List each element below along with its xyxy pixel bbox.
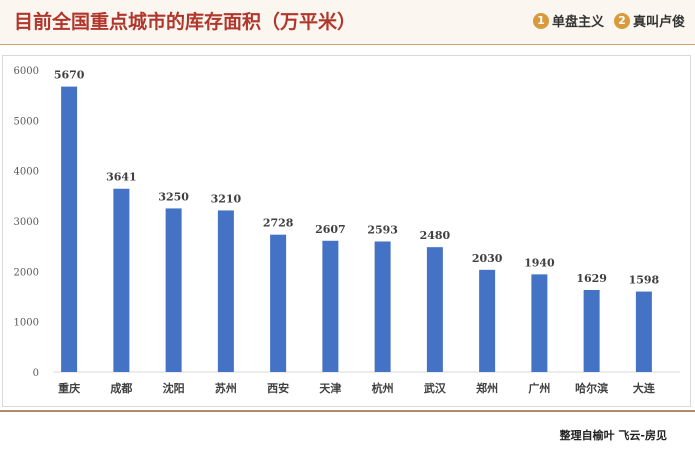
x-tick-label: 广州 — [528, 381, 550, 395]
data-label: 3250 — [158, 190, 189, 203]
bar — [583, 290, 600, 372]
x-tick-label: 杭州 — [372, 381, 394, 395]
x-tick-label: 武汉 — [424, 381, 447, 395]
bar-chart: 0 1000 2000 3000 4000 5000 6000 5670 重庆 3641 成都 325… — [14, 66, 680, 395]
y-tick-label: 0 — [33, 368, 39, 379]
data-label: 2607 — [315, 223, 346, 236]
bar — [531, 274, 548, 372]
x-tick-label: 重庆 — [58, 381, 80, 395]
footer-divider — [0, 410, 695, 412]
bar — [635, 291, 652, 372]
x-tick-label: 郑州 — [476, 381, 498, 395]
bar — [426, 247, 443, 372]
header-divider — [0, 44, 695, 45]
data-label: 2593 — [367, 223, 398, 236]
chart-frame: 0 1000 2000 3000 4000 5000 6000 5670 重庆 3641 成都 325… — [2, 55, 691, 407]
logo-danpan-label: 单盘主义 — [551, 15, 604, 30]
y-tick-label: 6000 — [14, 66, 39, 77]
data-label: 2480 — [420, 229, 451, 242]
data-label: 3210 — [211, 192, 242, 205]
y-tick-label: 5000 — [14, 116, 39, 127]
x-tick-label: 哈尔滨 — [575, 381, 608, 395]
logo-mark-1-icon: 1 — [532, 12, 549, 29]
x-tick-label: 苏州 — [215, 381, 237, 395]
data-label: 1940 — [524, 256, 555, 269]
data-label: 1598 — [629, 274, 660, 287]
bar — [61, 86, 78, 373]
bar — [113, 188, 130, 372]
logo-mark-2-icon: 2 — [613, 12, 630, 29]
logo-group: 1 单盘主义 2 真叫卢俊 — [532, 11, 685, 30]
bar — [479, 269, 496, 372]
bar — [217, 210, 234, 372]
x-tick-label: 西安 — [267, 381, 289, 395]
bar — [374, 241, 391, 372]
data-label: 3641 — [106, 171, 137, 184]
y-tick-label: 2000 — [14, 267, 39, 278]
source-note: 整理自榆叶 飞云-房见 — [559, 429, 667, 442]
data-label: 1629 — [576, 272, 607, 285]
data-label: 2728 — [263, 217, 294, 230]
x-tick-label: 天津 — [319, 381, 341, 395]
page-title: 目前全国重点城市的库存面积（万平米） — [14, 11, 357, 33]
data-label: 5670 — [54, 69, 85, 82]
y-tick-label: 4000 — [14, 167, 39, 178]
x-tick-label: 沈阳 — [163, 381, 185, 395]
x-tick-label: 大连 — [633, 381, 656, 395]
logo-danpan: 1 单盘主义 — [532, 11, 604, 30]
y-tick-label: 3000 — [14, 217, 39, 228]
y-tick-label: 1000 — [14, 318, 39, 329]
logo-zhenjiao-label: 真叫卢俊 — [632, 15, 685, 30]
bar — [322, 240, 339, 372]
logo-zhenjiao: 2 真叫卢俊 — [613, 11, 685, 30]
x-tick-label: 成都 — [110, 381, 132, 395]
header-banner: 目前全国重点城市的库存面积（万平米） 1 单盘主义 2 真叫卢俊 — [0, 0, 695, 44]
bar — [270, 234, 287, 372]
bar — [165, 208, 182, 372]
data-label: 2030 — [472, 252, 503, 265]
